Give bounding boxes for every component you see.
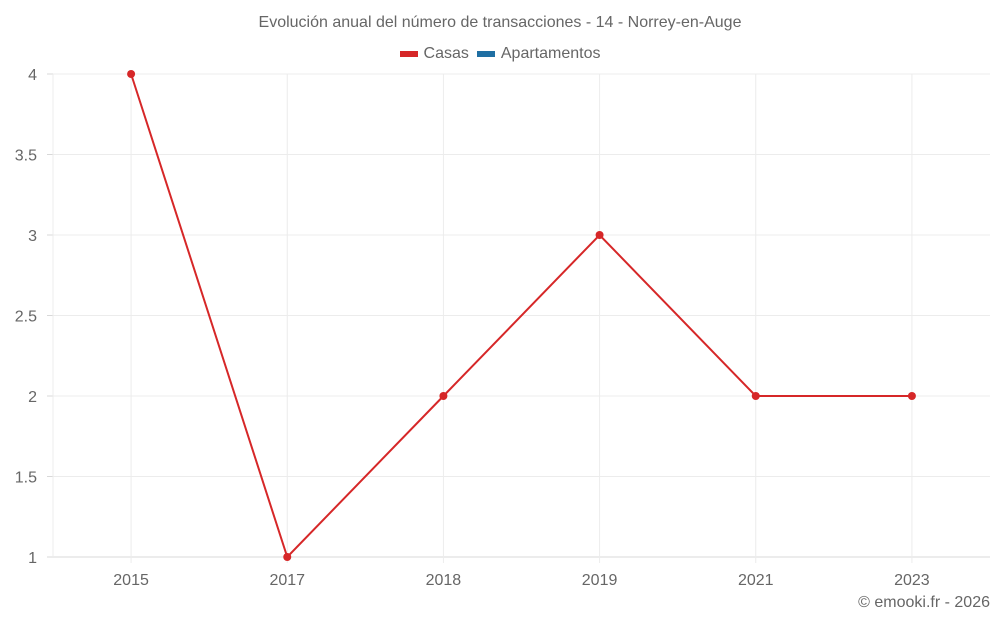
legend-item-apartamentos[interactable]: Apartamentos — [476, 45, 601, 63]
legend-label-casas: Casas — [423, 45, 469, 62]
x-axis: 2015 2017 2018 2019 2021 2023 — [113, 572, 930, 589]
chart-title: Evolución anual del número de transaccio… — [258, 14, 742, 31]
data-point[interactable] — [907, 392, 916, 400]
data-point[interactable] — [283, 553, 292, 561]
y-tick-label: 2 — [28, 389, 37, 406]
series-casas — [127, 70, 916, 561]
y-tick-label: 4 — [28, 67, 37, 84]
x-tick-label: 2019 — [582, 572, 618, 589]
y-tick-label: 3.5 — [15, 148, 37, 165]
x-tick-label: 2023 — [894, 572, 930, 589]
apartamentos-swatch-icon — [476, 51, 495, 57]
grid — [47, 73, 990, 563]
legend-label-apartamentos: Apartamentos — [500, 45, 601, 62]
y-tick-label: 1.5 — [15, 470, 37, 487]
casas-swatch-icon — [399, 51, 418, 57]
y-axis: 1 1.5 2 2.5 3 3.5 4 — [15, 67, 37, 567]
x-tick-label: 2015 — [113, 572, 149, 589]
y-tick-label: 1 — [28, 550, 37, 567]
credit-text: © emooki.fr - 2026 — [858, 594, 990, 611]
legend: Casas Apartamentos — [0, 45, 1000, 63]
data-point[interactable] — [751, 392, 760, 400]
data-point[interactable] — [439, 392, 448, 400]
legend-item-casas[interactable]: Casas — [399, 45, 469, 63]
y-tick-label: 3 — [28, 228, 37, 245]
x-tick-label: 2017 — [269, 572, 305, 589]
data-point[interactable] — [127, 70, 136, 78]
x-tick-label: 2021 — [738, 572, 774, 589]
y-tick-label: 2.5 — [15, 309, 37, 326]
data-point[interactable] — [595, 231, 604, 239]
x-tick-label: 2018 — [426, 572, 462, 589]
